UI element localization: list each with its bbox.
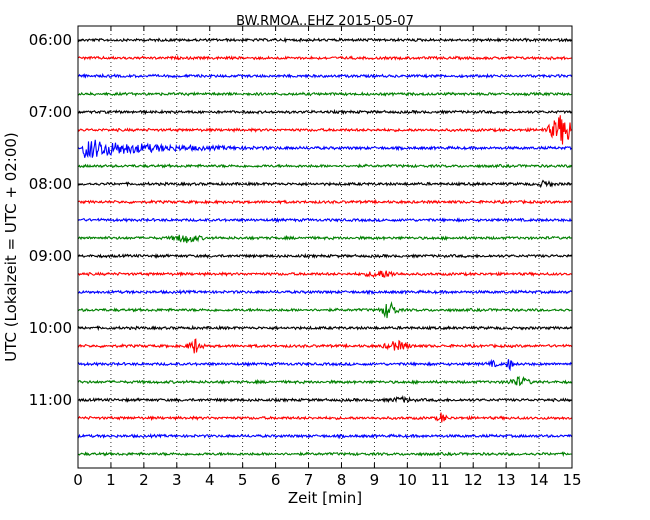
trace-line xyxy=(77,198,572,206)
chart-title: BW.RMOA..EHZ 2015-05-07 xyxy=(236,14,414,29)
x-tick-label: 10 xyxy=(398,471,417,489)
x-tick-label: 5 xyxy=(238,471,248,489)
y-tick-label: 06:00 xyxy=(29,31,72,49)
x-tick-label: 7 xyxy=(304,471,314,489)
trace-line xyxy=(77,115,572,145)
y-tick-label: 08:00 xyxy=(29,175,72,193)
trace-line xyxy=(77,358,572,372)
x-tick-label: 1 xyxy=(106,471,116,489)
x-tick-label: 14 xyxy=(530,471,549,489)
y-tick-label: 11:00 xyxy=(29,391,72,409)
x-tick-label: 15 xyxy=(562,471,581,489)
trace-line xyxy=(77,324,572,332)
trace-line xyxy=(77,234,572,244)
x-tick-label: 3 xyxy=(172,471,182,489)
trace-line xyxy=(77,163,572,169)
trace-line xyxy=(77,217,572,223)
x-tick-label: 11 xyxy=(431,471,450,489)
y-tick-label: 07:00 xyxy=(29,103,72,121)
x-tick-label: 13 xyxy=(497,471,516,489)
x-tick-label: 9 xyxy=(370,471,380,489)
x-tick-label: 6 xyxy=(271,471,281,489)
x-tick-label: 12 xyxy=(464,471,483,489)
trace-line xyxy=(77,270,572,279)
y-axis-ticks: 06:00 07:00 08:00 09:00 10:00 11:00 xyxy=(29,31,572,409)
grid xyxy=(110,26,540,468)
x-axis-label: Zeit [min] xyxy=(288,489,362,507)
trace-line xyxy=(77,412,572,423)
traces xyxy=(77,36,573,458)
trace-line xyxy=(77,451,572,458)
trace-line xyxy=(77,394,572,404)
y-axis-label: UTC (Lokalzeit = UTC + 02:00) xyxy=(2,132,20,362)
x-tick-label: 8 xyxy=(337,471,347,489)
trace-line xyxy=(77,36,572,44)
trace-line xyxy=(77,139,572,159)
x-tick-label: 2 xyxy=(139,471,149,489)
x-axis-ticks: 0 1 2 3 4 5 6 7 8 9 10 11 12 13 14 15 xyxy=(73,26,582,489)
trace-line xyxy=(77,433,572,440)
y-tick-label: 09:00 xyxy=(29,247,72,265)
trace-line xyxy=(77,72,573,79)
x-tick-label: 0 xyxy=(73,471,83,489)
x-tick-label: 4 xyxy=(205,471,215,489)
trace-line xyxy=(77,54,572,61)
trace-line xyxy=(77,338,572,354)
y-tick-label: 10:00 xyxy=(29,319,72,337)
trace-line xyxy=(77,91,572,97)
trace-line xyxy=(77,301,572,319)
trace-line xyxy=(77,252,572,259)
trace-line xyxy=(77,179,572,189)
plot-frame xyxy=(77,25,573,469)
trace-line xyxy=(77,375,572,387)
trace-line xyxy=(77,289,572,296)
trace-line xyxy=(77,108,572,115)
